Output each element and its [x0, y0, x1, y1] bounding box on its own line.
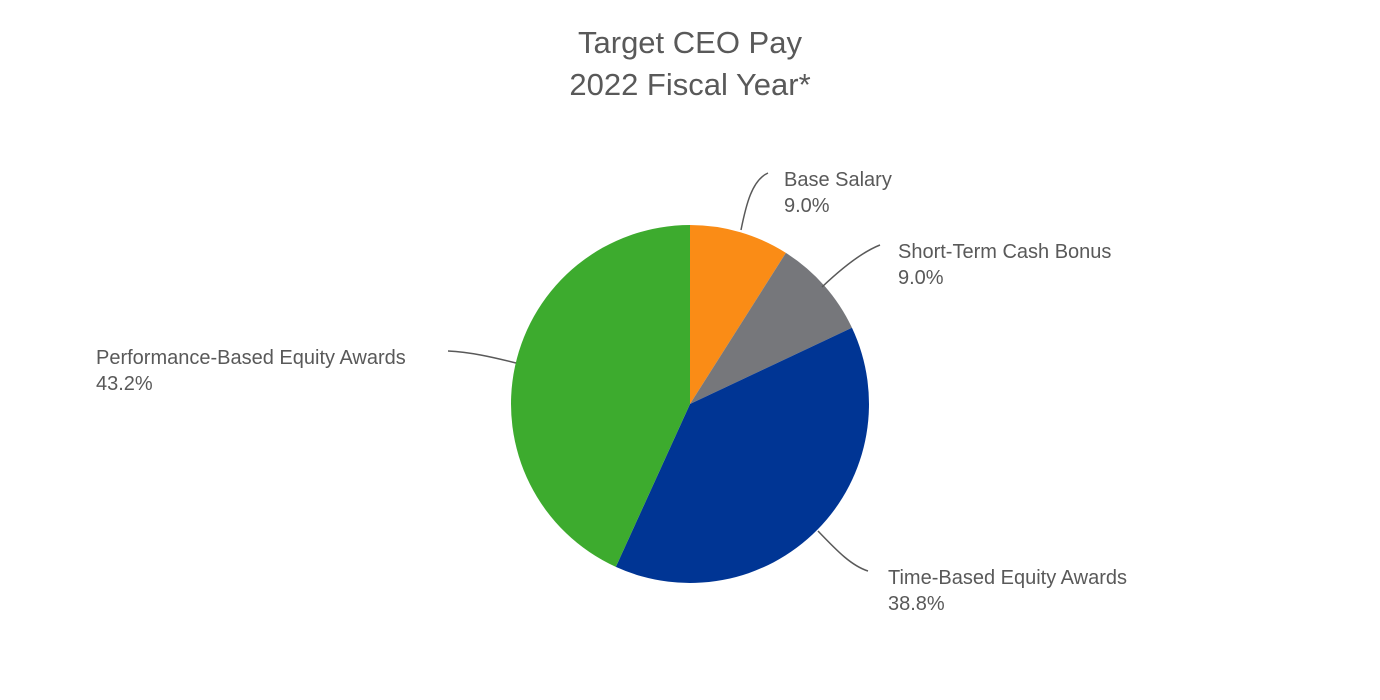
chart-title: Target CEO Pay	[578, 25, 802, 60]
leader-line-performance-based-equity-awards	[447, 350, 517, 364]
slice-label-time-based-equity-awards: Time-Based Equity Awards	[888, 567, 1127, 589]
pie-slice-performance-based-equity-awards	[511, 225, 690, 567]
pie-slices	[511, 225, 869, 583]
leader-line-short-term-cash-bonus	[821, 244, 881, 288]
slice-value-base-salary: 9.0%	[784, 195, 830, 217]
chart-subtitle: 2022 Fiscal Year*	[569, 67, 811, 102]
leader-lines	[447, 172, 881, 572]
slice-label-base-salary: Base Salary	[784, 169, 892, 191]
pie-slice-short-term-cash-bonus	[690, 252, 852, 404]
pie-slice-base-salary	[690, 225, 786, 404]
chart-title-block: Target CEO Pay 2022 Fiscal Year*	[0, 22, 1380, 106]
pie-slice-time-based-equity-awards	[615, 327, 869, 583]
slice-labels: Base Salary 9.0% Short-Term Cash Bonus 9.0%…	[96, 169, 1127, 615]
slice-value-time-based-equity-awards: 38.8%	[888, 593, 945, 615]
leader-line-time-based-equity-awards	[817, 530, 869, 572]
slice-value-performance-based-equity-awards: 43.2%	[96, 373, 153, 395]
slice-label-short-term-cash-bonus: Short-Term Cash Bonus	[898, 241, 1111, 263]
slice-label-performance-based-equity-awards: Performance-Based Equity Awards	[96, 347, 406, 369]
leader-line-base-salary	[740, 172, 769, 231]
slice-value-short-term-cash-bonus: 9.0%	[898, 267, 944, 289]
